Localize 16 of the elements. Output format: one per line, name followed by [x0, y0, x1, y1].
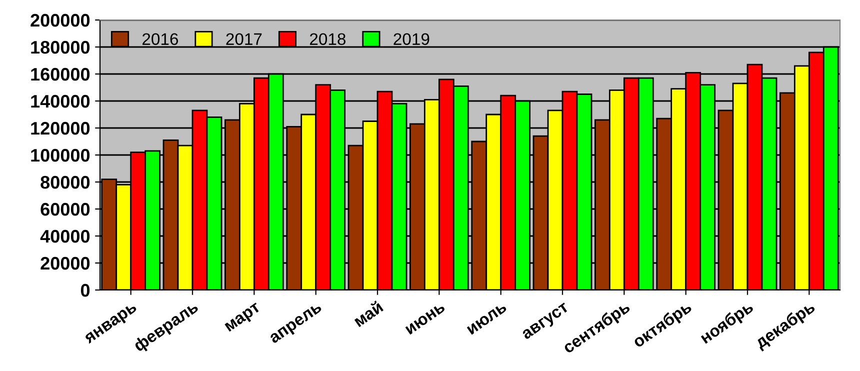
y-tick-label: 100000	[31, 148, 90, 162]
y-tick-label: 140000	[31, 94, 90, 108]
y-tick-label: 0	[80, 284, 90, 297]
y-tick-label: 80000	[40, 176, 90, 189]
x-tick-label: май	[352, 300, 384, 328]
legend-label: 2016	[142, 33, 178, 45]
y-tick-label: 160000	[31, 68, 90, 81]
legend-label: 2019	[394, 33, 430, 45]
y-tick-label: 180000	[31, 40, 90, 54]
y-tick-label: 120000	[31, 122, 90, 135]
y-tick-label: 40000	[40, 230, 90, 243]
y-tick-label: 200000	[30, 14, 90, 27]
y-tick-label: 60000	[40, 202, 90, 216]
legend-label: 2017	[226, 33, 262, 45]
legend-label: 2018	[310, 33, 346, 45]
y-tick-label: 20000	[40, 256, 90, 270]
